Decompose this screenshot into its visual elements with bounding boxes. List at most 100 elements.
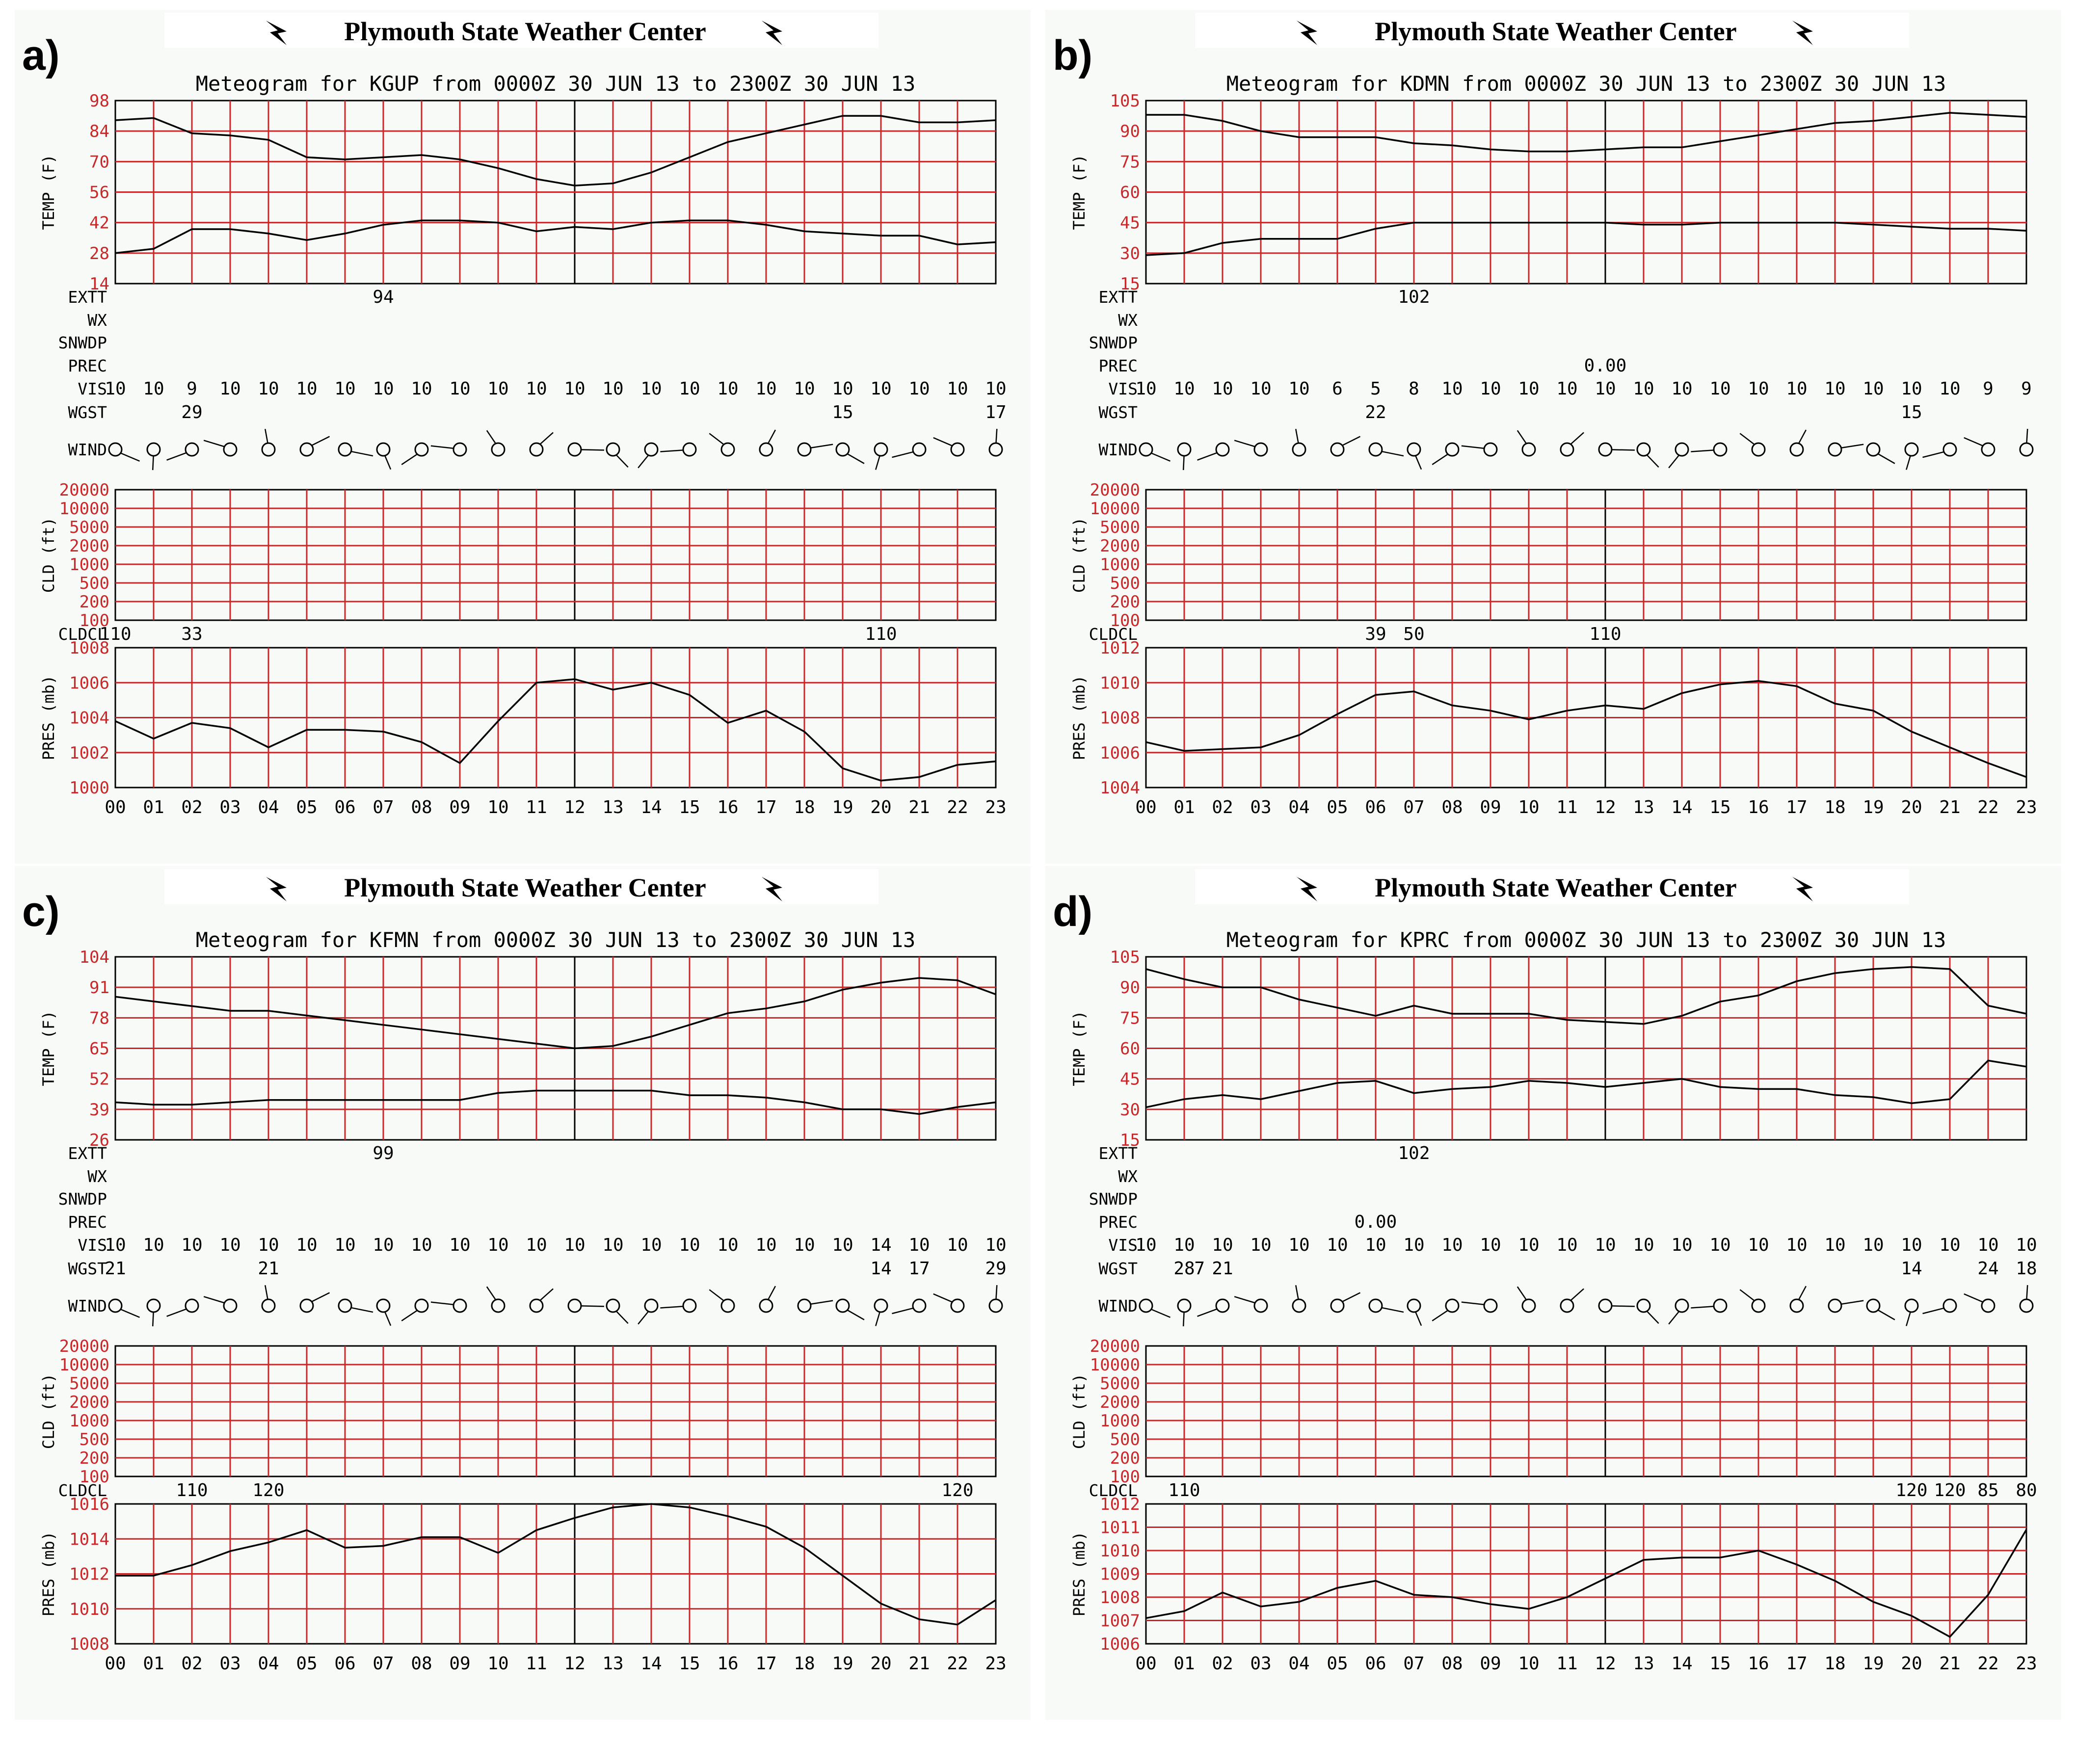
extt-value: 102 [1398, 287, 1430, 307]
cld-tick-label: 20000 [59, 1337, 109, 1356]
hour-tick-label: 04 [258, 797, 279, 817]
wind-station-icon [606, 442, 620, 457]
wind-barb-icon [892, 451, 914, 458]
cld-tick-label: 500 [80, 1430, 109, 1449]
hour-tick-label: 21 [1939, 1654, 1960, 1674]
vis-value: 10 [1480, 1235, 1501, 1255]
wind-station-icon [1330, 1298, 1345, 1313]
row-label-snwdp: SNWDP [58, 333, 107, 352]
vis-value: 10 [1824, 379, 1845, 399]
row-label-vis: VIS [78, 379, 107, 398]
wind-barb-icon [615, 1311, 629, 1324]
vis-value: 9 [1983, 379, 1994, 399]
hour-tick-label: 03 [219, 797, 240, 817]
hour-tick-label: 12 [1595, 797, 1616, 817]
cld-tick-label: 100 [80, 611, 109, 631]
cld-tick-label: 500 [1110, 574, 1140, 593]
wind-station-icon [529, 1298, 544, 1313]
hour-tick-label: 12 [564, 797, 585, 817]
vis-value: 10 [487, 1235, 508, 1255]
temp-tick-label: 42 [89, 213, 109, 233]
wind-barb-icon [1877, 453, 1895, 464]
vis-value: 10 [679, 1235, 700, 1255]
wind-barb-icon [768, 429, 776, 444]
pres-tick-label: 1000 [69, 778, 109, 798]
row-label-cldcl: CLDCL [1089, 625, 1138, 644]
wind-station-icon [988, 442, 1003, 457]
wind-station-icon [452, 1298, 467, 1313]
row-label-prec: PREC [68, 356, 107, 375]
temp-tick-label: 52 [89, 1070, 109, 1089]
wind-barb-icon [875, 455, 880, 470]
vis-value: 10 [105, 1235, 126, 1255]
wind-station-icon [299, 1298, 314, 1313]
wgst-value: 21 [105, 1259, 126, 1279]
hour-tick-label: 05 [1327, 1654, 1348, 1674]
wind-barb-icon [810, 444, 833, 449]
vis-value: 10 [334, 379, 355, 399]
hour-tick-label: 13 [1633, 797, 1654, 817]
logo-icon-right [762, 21, 782, 45]
banner-title: Plymouth State Weather Center [1375, 17, 1736, 46]
row-label-wx: WX [87, 1167, 107, 1186]
hour-tick-label: 09 [449, 797, 470, 817]
row-label-vis: VIS [1108, 1236, 1138, 1255]
hour-tick-label: 22 [947, 797, 968, 817]
temp-tick-label: 70 [89, 152, 109, 172]
wind-barb-icon [120, 1309, 140, 1318]
pres-tick-label: 1008 [69, 638, 109, 658]
wgst-value: 17 [908, 1259, 930, 1279]
wgst-value: 24 [1977, 1259, 1998, 1279]
pres-tick-label: 1006 [1100, 743, 1140, 763]
cld-tick-label: 10000 [1090, 1355, 1140, 1375]
row-label-wind: WIND [68, 1296, 107, 1316]
temp-tick-label: 65 [89, 1039, 109, 1059]
wind-barb-icon [995, 428, 998, 444]
cld-axis-title: CLD (ft) [1070, 517, 1089, 593]
temp-tick-label: 104 [80, 948, 109, 967]
wind-station-icon [261, 1298, 276, 1313]
hour-tick-label: 01 [143, 797, 164, 817]
hour-tick-label: 17 [755, 797, 776, 817]
row-label-snwdp: SNWDP [1089, 1189, 1138, 1209]
wind-barb-icon [1922, 451, 1944, 458]
row-label-wind: WIND [68, 440, 107, 459]
cld-tick-label: 2000 [69, 1393, 109, 1412]
prec-value: 0.00 [1355, 1212, 1397, 1232]
cld-tick-label: 5000 [69, 1374, 109, 1394]
wgst-value: 7 [1194, 1259, 1205, 1279]
wind-station-icon [223, 1298, 238, 1313]
cld-tick-label: 20000 [1090, 1337, 1140, 1356]
wind-station-icon [1675, 1298, 1689, 1313]
wind-station-icon [1253, 1298, 1268, 1313]
wind-barb-icon [166, 1308, 187, 1317]
cld-tick-label: 500 [1110, 1430, 1140, 1449]
wind-station-icon [912, 1298, 927, 1313]
temperature-line [115, 977, 996, 1050]
pres-tick-label: 1009 [1100, 1565, 1140, 1584]
cld-tick-label: 2000 [1100, 536, 1140, 556]
hour-tick-label: 05 [296, 1654, 317, 1674]
wind-barb-icon [2026, 428, 2028, 444]
temp-tick-label: 26 [89, 1131, 109, 1150]
vis-value: 10 [602, 379, 623, 399]
vis-value: 10 [1327, 1235, 1348, 1255]
temp-axis-title: TEMP (F) [1070, 154, 1089, 230]
wind-station-icon [1483, 442, 1498, 457]
vis-value: 10 [1441, 1235, 1462, 1255]
wind-station-icon [912, 442, 927, 457]
temp-tick-label: 30 [1120, 244, 1140, 263]
cld-tick-label: 10000 [59, 499, 109, 519]
wind-station-icon [1177, 1298, 1192, 1313]
pres-tick-label: 1008 [1100, 709, 1140, 728]
wind-barb-icon [120, 452, 140, 462]
cldcl-value: 110 [99, 624, 131, 644]
wind-station-icon [797, 442, 812, 457]
hour-tick-label: 10 [487, 1654, 508, 1674]
temp-tick-label: 39 [89, 1100, 109, 1120]
wind-station-icon [1177, 442, 1192, 457]
temp-axis-title: TEMP (F) [39, 1010, 58, 1086]
hour-tick-label: 00 [105, 797, 126, 817]
row-label-wx: WX [87, 311, 107, 330]
wind-barb-icon [615, 454, 629, 468]
